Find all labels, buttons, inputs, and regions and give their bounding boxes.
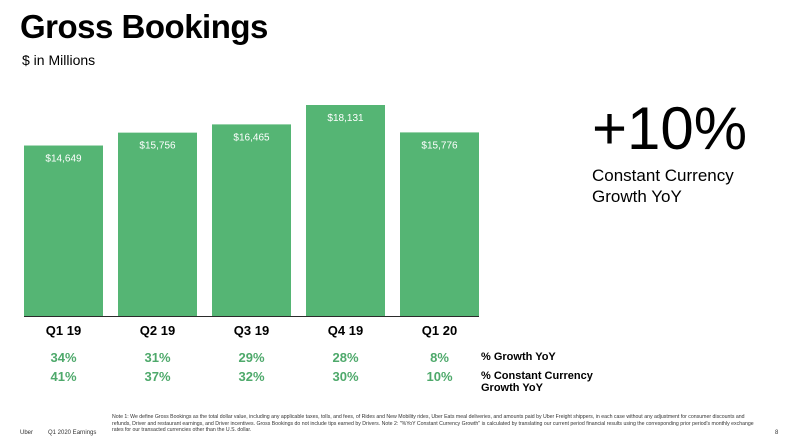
cc-growth-row-label-line2: Growth YoY [481,382,543,394]
bar-1 [118,132,197,316]
page-title: Gross Bookings [20,8,268,45]
footer-note: Note 1: We define Gross Bookings as the … [112,414,754,434]
bar-value-label-0: $14,649 [45,154,82,165]
footer-brand: Uber [20,430,34,436]
growth-yoy-2: 29% [238,350,264,365]
cc-growth-row-label-line1: % Constant Currency [481,370,593,382]
cc-growth-yoy-0: 41% [50,369,76,384]
category-label-3: Q4 19 [328,323,363,338]
category-label-1: Q2 19 [140,323,175,338]
category-label-2: Q3 19 [234,323,269,338]
category-label-0: Q1 19 [46,323,81,338]
growth-row-label: % Growth YoY [481,351,556,363]
bar-4 [400,132,479,316]
bar-value-label-3: $18,131 [327,113,364,124]
category-label-4: Q1 20 [422,323,457,338]
headline-caption-line1: Constant Currency [592,166,734,185]
growth-yoy-1: 31% [144,350,170,365]
footer-doc-title: Q1 2020 Earnings [48,430,97,436]
headline-caption-line2: Growth YoY [592,187,682,206]
page-number: 8 [775,430,779,436]
growth-yoy-0: 34% [50,350,76,365]
cc-growth-yoy-3: 30% [332,369,358,384]
bar-value-label-4: $15,776 [421,140,458,151]
bar-3 [306,105,385,316]
growth-row-label-text: % Growth YoY [481,351,556,363]
bar-2 [212,124,291,316]
growth-yoy-4: 8% [430,350,449,365]
bar-0 [24,145,103,316]
headline-caption: Constant Currency Growth YoY [592,165,782,207]
cc-growth-yoy-1: 37% [144,369,170,384]
growth-yoy-3: 28% [332,350,358,365]
headline-value: +10% [592,95,748,162]
cc-growth-yoy-2: 32% [238,369,264,384]
cc-growth-yoy-4: 10% [426,369,452,384]
bar-value-label-2: $16,465 [233,132,270,143]
bar-value-label-1: $15,756 [139,141,176,152]
cc-growth-row-label: % Constant Currency Growth YoY [481,370,593,394]
page-subtitle: $ in Millions [22,52,96,68]
